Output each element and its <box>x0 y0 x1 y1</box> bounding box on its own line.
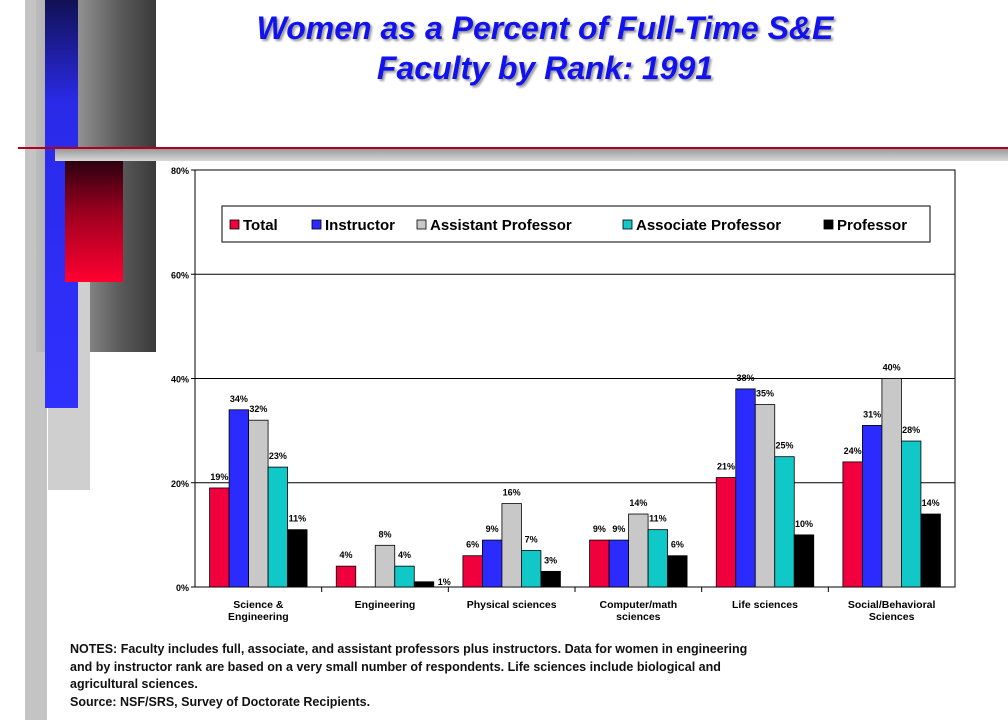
bar <box>754 404 776 588</box>
legend-label: Total <box>243 217 278 234</box>
bar <box>374 544 396 588</box>
bar-chart: 0%20%40%60%80%19%34%32%23%11%Science &En… <box>171 166 956 623</box>
x-tick-label: Engineering <box>355 599 416 611</box>
legend-label: Instructor <box>325 217 395 234</box>
data-label: 31% <box>863 409 881 419</box>
bar <box>521 550 542 588</box>
bar <box>667 555 688 588</box>
data-label: 25% <box>775 441 793 451</box>
data-label: 24% <box>844 446 862 456</box>
legend-swatch <box>229 219 240 230</box>
bar <box>228 409 249 588</box>
data-label: 4% <box>398 550 411 560</box>
bar <box>715 477 737 588</box>
slide-title: Women as a Percent of Full-Time S&E Facu… <box>155 8 935 88</box>
deco-gray-rule <box>55 149 1008 161</box>
bar <box>501 503 522 588</box>
notes-line: NOTES: Faculty includes full, associate,… <box>70 642 748 656</box>
data-label: 32% <box>249 404 267 414</box>
data-label: 9% <box>486 524 499 534</box>
bar <box>901 440 922 588</box>
data-label: 35% <box>756 389 774 399</box>
legend-label: Assistant Professor <box>430 217 572 234</box>
data-label: 11% <box>289 514 307 524</box>
data-label: 19% <box>210 472 228 482</box>
notes-block: NOTES: Faculty includes full, associate,… <box>70 641 970 711</box>
legend-swatch <box>622 219 633 230</box>
data-label: 21% <box>717 462 735 472</box>
bar <box>540 570 561 588</box>
legend-box <box>221 205 931 243</box>
source-line: Source: NSF/SRS, Survey of Doctorate Rec… <box>70 694 371 709</box>
y-tick-label: 0% <box>176 583 189 593</box>
data-label: 10% <box>795 519 813 529</box>
title-line-2: Faculty by Rank: 1991 <box>376 50 714 86</box>
x-tick-label: Engineering <box>228 611 289 623</box>
y-tick-label: 40% <box>171 375 189 385</box>
deco-red-block <box>65 160 123 282</box>
data-label: 4% <box>339 550 352 560</box>
y-tick-label: 20% <box>171 479 189 489</box>
data-label: 34% <box>230 394 248 404</box>
bar <box>462 555 483 588</box>
bar <box>735 388 756 588</box>
bar <box>647 529 668 588</box>
bar <box>774 456 795 588</box>
bar <box>608 539 629 588</box>
data-label: 38% <box>736 373 754 383</box>
legend-swatch <box>311 219 322 230</box>
bar <box>413 581 435 588</box>
bar <box>209 487 230 588</box>
bar <box>267 466 288 588</box>
x-tick-label: Social/Behavioral <box>848 599 936 611</box>
data-label: 6% <box>671 540 684 550</box>
y-tick-label: 80% <box>171 166 189 176</box>
bar <box>920 513 941 588</box>
x-tick-label: Science & <box>233 599 284 611</box>
data-label: 9% <box>612 524 625 534</box>
bar <box>394 565 415 588</box>
data-label: 14% <box>629 498 647 508</box>
legend-swatch <box>823 219 834 230</box>
bar <box>881 378 902 588</box>
data-label: 16% <box>503 488 521 498</box>
data-label: 14% <box>922 498 940 508</box>
legend-label: Professor <box>837 217 907 234</box>
bar <box>335 565 357 588</box>
data-label: 1% <box>438 577 451 587</box>
data-label: 3% <box>544 555 557 565</box>
data-label: 8% <box>378 529 391 539</box>
bar <box>793 534 815 588</box>
bar <box>842 461 863 588</box>
data-label: 11% <box>649 514 667 524</box>
data-label: 9% <box>593 524 606 534</box>
notes-line: agricultural sciences. <box>70 677 198 691</box>
data-label: 23% <box>269 451 287 461</box>
x-tick-label: sciences <box>616 611 661 623</box>
legend-label: Associate Professor <box>636 217 781 234</box>
x-tick-label: Computer/math <box>600 599 678 611</box>
bar <box>248 419 269 588</box>
bar <box>628 513 649 588</box>
x-tick-label: Sciences <box>869 611 915 623</box>
data-label: 28% <box>902 425 920 435</box>
deco-red-rule <box>18 147 1008 149</box>
x-tick-label: Physical sciences <box>467 599 557 611</box>
data-label: 40% <box>883 363 901 373</box>
bar <box>482 539 503 588</box>
x-tick-label: Life sciences <box>732 599 798 611</box>
data-label: 6% <box>466 540 479 550</box>
data-label: 7% <box>525 535 538 545</box>
bar <box>862 425 883 588</box>
title-line-1: Women as a Percent of Full-Time S&E <box>256 10 834 46</box>
notes-line: and by instructor rank are based on a ve… <box>70 659 721 674</box>
bar <box>589 539 610 588</box>
y-tick-label: 60% <box>171 270 189 280</box>
bar <box>287 529 308 588</box>
legend-swatch <box>416 219 427 230</box>
